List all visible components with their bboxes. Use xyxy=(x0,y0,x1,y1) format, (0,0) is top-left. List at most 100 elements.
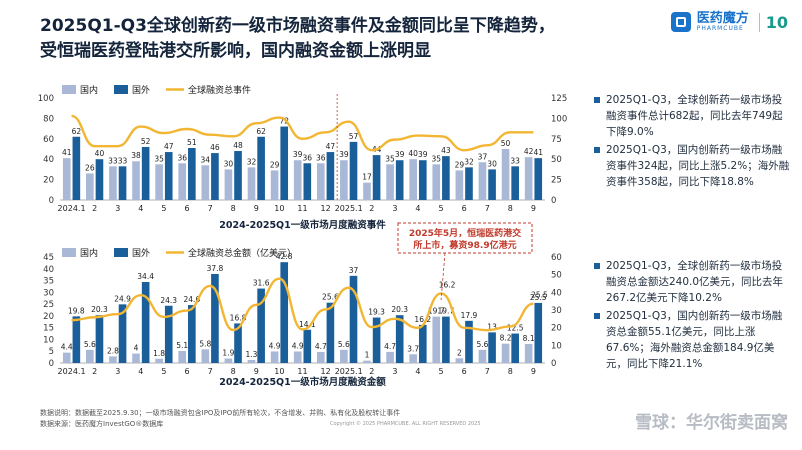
c1-bar-foreign xyxy=(395,160,404,200)
c1-label-foreign: 36 xyxy=(303,153,313,162)
c1-xtick: 9 xyxy=(531,204,536,213)
c2-bar-foreign xyxy=(349,275,358,363)
c1-bar-foreign xyxy=(418,160,427,200)
annotation-line-2: 所上市，募资98.9亿港元 xyxy=(413,239,516,251)
c1-label-foreign: 43 xyxy=(441,146,451,155)
c2-label-domestic: 3.7 xyxy=(407,344,419,353)
c1-xtick: 5 xyxy=(161,204,166,213)
c2-label-domestic: 4.7 xyxy=(384,342,396,351)
c1-bar-domestic xyxy=(501,149,510,200)
c1-label-foreign: 51 xyxy=(187,138,197,147)
c1-ytick-right: 100 xyxy=(551,114,567,124)
c2-bar-foreign xyxy=(95,315,104,363)
c2-ytick-right: 50 xyxy=(551,271,562,281)
logo-sub: PHARMCUBE xyxy=(696,25,744,32)
c1-label-domestic: 36 xyxy=(316,153,326,162)
c2-label-foreign: 12.5 xyxy=(507,324,524,333)
c2-xtick: 3 xyxy=(115,367,120,376)
c2-bar-domestic xyxy=(155,358,163,363)
c2-label-domestic: 19.7 xyxy=(428,307,445,316)
c1-label-foreign: 62 xyxy=(256,127,266,136)
logo-icon xyxy=(670,12,691,32)
annotation-line-1: 2025年5月，恒瑞医药港交 xyxy=(409,227,521,239)
c1-ytick-left: 20 xyxy=(43,176,54,186)
c1-bar-foreign xyxy=(234,151,242,200)
c2-label-foreign: 19.3 xyxy=(368,308,385,317)
c1-label-domestic: 39 xyxy=(293,150,303,159)
c2-xtick: 12 xyxy=(321,367,331,376)
c2-bar-domestic xyxy=(247,359,256,363)
c1-bar-domestic xyxy=(178,163,187,200)
c2-label-foreign: 20.3 xyxy=(391,305,408,314)
c1-label-domestic: 35 xyxy=(385,154,395,163)
c1-xtick: 5 xyxy=(439,204,444,213)
copyright: Copyright © 2025 PHARMCUBE. ALL RIGHT RE… xyxy=(330,421,481,427)
c2-bar-foreign xyxy=(164,305,173,363)
c2-xtick: 3 xyxy=(392,367,397,376)
c2-ytick-right: 30 xyxy=(551,306,562,316)
c1-label-foreign: 40 xyxy=(95,149,105,158)
c2-bar-domestic xyxy=(86,349,94,363)
c2-bar-foreign xyxy=(418,324,427,363)
footer-note: 数据说明：数据截至2025.9.30；一级市场融资包含IPO及IPO前所有轮次，… xyxy=(40,409,401,417)
c2-xtick: 5 xyxy=(439,367,444,376)
c1-bar-foreign xyxy=(465,167,473,200)
note-top-1: 2025Q1-Q3，全球创新药一级市场投融资事件总计682起，同比去年749起下… xyxy=(594,92,792,140)
c2-ytick-left: 20 xyxy=(43,312,54,322)
c2-xtick: 9 xyxy=(254,367,259,376)
c1-bar-foreign xyxy=(534,158,543,200)
c2-ytick-left: 5 xyxy=(49,347,54,357)
c2-label-foreign: 20.3 xyxy=(91,305,108,314)
c1-label-foreign: 39 xyxy=(395,150,405,159)
c1-label-foreign: 47 xyxy=(164,142,174,151)
c2-xtick: 6 xyxy=(184,367,189,376)
c1-legend-foreign: 国外 xyxy=(132,84,150,96)
c2-label-domestic: 4 xyxy=(134,344,139,353)
c2-label-foreign: 13 xyxy=(487,322,497,331)
c1-ytick-left: 80 xyxy=(43,114,54,124)
c2-label-domestic: 5.8 xyxy=(199,339,211,348)
c1-ytick-left: 40 xyxy=(43,155,54,165)
c1-ytick-left: 100 xyxy=(38,94,54,104)
c1-bar-foreign xyxy=(72,136,81,200)
c1-bar-foreign xyxy=(188,147,196,200)
note-bottom-1: 2025Q1-Q3，全球创新药一级市场投融资总金额达240.0亿美元，同比去年2… xyxy=(594,258,792,306)
c1-label-domestic: 32 xyxy=(247,157,257,166)
c2-bar-foreign xyxy=(234,323,242,363)
logo: 医药魔方 PHARMCUBE 10 xyxy=(670,11,788,32)
c2-label-domestic: 4.9 xyxy=(269,341,281,350)
c1-xtick: 8 xyxy=(508,204,513,213)
c1-xtick: 9 xyxy=(254,204,259,213)
c2-bar-foreign xyxy=(372,317,381,363)
c2-chart-title: 2024-2025Q1一级市场月度融资金额 xyxy=(219,376,386,388)
c2-bar-foreign xyxy=(72,316,81,363)
c2-xtick: 11 xyxy=(297,367,307,376)
c1-bar-domestic xyxy=(247,167,256,200)
c2-label-foreign: 19.7 xyxy=(438,307,455,316)
c1-ytick-right: 25 xyxy=(551,176,562,186)
c1-label-foreign: 33 xyxy=(118,156,128,165)
c1-label-foreign: 72 xyxy=(279,117,289,126)
c1-xtick: 2024.1 xyxy=(58,204,86,213)
c1-label-domestic: 50 xyxy=(501,139,511,148)
c2-label-domestic: 4.4 xyxy=(61,343,73,352)
c2-legend-swatch-domestic xyxy=(62,248,76,257)
c2-ytick-left: 0 xyxy=(49,359,54,369)
c1-legend-swatch-foreign xyxy=(114,85,128,94)
notes-top: 2025Q1-Q3，全球创新药一级市场投融资事件总计682起，同比去年749起下… xyxy=(594,92,792,192)
c2-ytick-right: 0 xyxy=(551,359,556,369)
note-top-2: 2025Q1-Q3，国内创新药一级市场融资事件324起，同比上涨5.2%；海外融… xyxy=(594,142,792,190)
c1-xtick: 4 xyxy=(415,204,420,213)
c2-ytick-right: 20 xyxy=(551,324,562,334)
c1-label-foreign: 62 xyxy=(72,127,82,136)
c1-label-foreign: 48 xyxy=(233,141,243,150)
c2-xtick: 10 xyxy=(274,367,284,376)
c2-xtick: 2 xyxy=(369,367,374,376)
c2-bar-foreign xyxy=(442,316,450,363)
logo-name: 医药魔方 xyxy=(696,11,749,26)
c2-bar-domestic xyxy=(455,358,464,363)
c2-label-total: 25.5 xyxy=(531,291,548,300)
c1-bar-foreign xyxy=(211,153,219,200)
c2-bar-domestic xyxy=(109,356,117,363)
footer: 数据说明：数据截至2025.9.30；一级市场融资包含IPO及IPO前所有轮次，… xyxy=(40,408,400,430)
